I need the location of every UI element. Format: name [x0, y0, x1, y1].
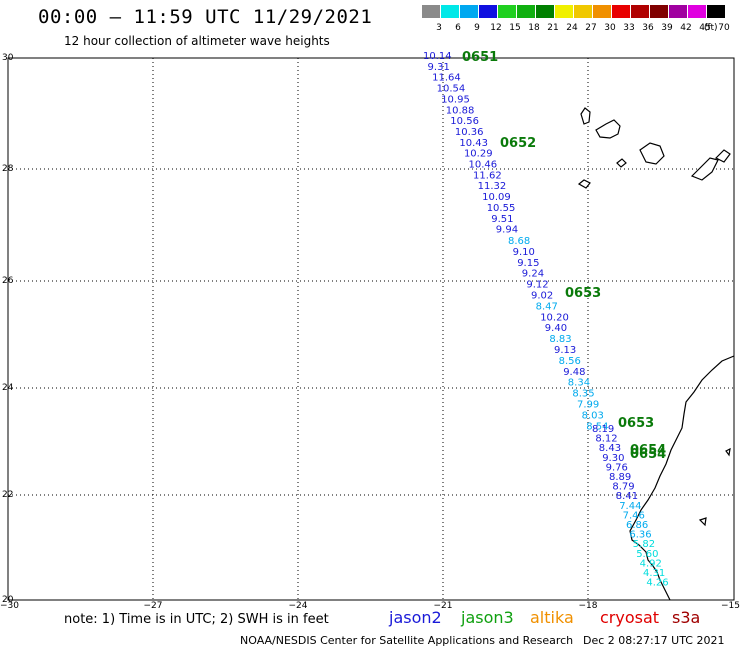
- wave-height-value: 7.99: [577, 400, 599, 411]
- wave-height-value: 11.64: [432, 73, 461, 84]
- wave-height-value: 11.62: [473, 170, 502, 181]
- wave-height-value: 10.29: [464, 149, 493, 160]
- wave-height-value: 10.55: [487, 203, 516, 214]
- wave-height-value: 9.94: [496, 225, 518, 236]
- credit-date: Dec 2 08:27:17 UTC 2021: [583, 634, 724, 647]
- wave-height-value: 9.02: [531, 291, 553, 302]
- canary-island-tenerife: [596, 120, 620, 138]
- longitude-label: −24: [278, 601, 318, 611]
- wave-height-value: 9.15: [517, 258, 539, 269]
- offshore-islet: [700, 518, 706, 525]
- credit-text: NOAA/NESDIS Center for Satellite Applica…: [240, 634, 573, 647]
- pass-time-label: 0653: [565, 286, 601, 301]
- wave-height-value: 10.14: [423, 51, 452, 62]
- wave-height-value: 9.31: [428, 62, 450, 73]
- canary-island-gran-canaria: [640, 143, 664, 164]
- wave-height-value: 10.56: [450, 116, 479, 127]
- wave-height-value: 10.88: [446, 105, 475, 116]
- pass-time-label: 0651: [462, 50, 498, 65]
- longitude-label: −30: [0, 601, 40, 611]
- wave-height-value: 8.68: [508, 236, 530, 247]
- satellite-name: jason2: [389, 608, 442, 627]
- longitude-label: −27: [133, 601, 173, 611]
- wave-height-value: 11.32: [478, 181, 507, 192]
- wave-height-value: 8.56: [559, 356, 581, 367]
- canary-island-la-palma: [581, 108, 590, 124]
- wave-height-value: 9.10: [513, 247, 535, 258]
- footer-note: note: 1) Time is in UTC; 2) SWH is in fe…: [64, 612, 329, 627]
- wave-height-value: 10.09: [482, 192, 511, 203]
- pass-time-label: 0652: [500, 136, 536, 151]
- wave-height-value: 10.95: [441, 94, 470, 105]
- latitude-label: 28: [2, 164, 13, 174]
- wave-height-value: 10.36: [455, 127, 484, 138]
- canary-island-fuerteventura: [692, 158, 718, 180]
- wave-height-value: 9.24: [522, 269, 544, 280]
- latitude-label: 26: [2, 276, 13, 286]
- satellite-name: s3a: [672, 608, 700, 627]
- wave-height-value: 10.20: [540, 312, 569, 323]
- latitude-label: 30: [2, 53, 13, 63]
- altimeter-track: 10.149.3111.6410.5410.9510.8810.5610.361…: [423, 50, 669, 589]
- satellite-name: cryosat: [600, 608, 659, 627]
- wave-height-value: 10.46: [469, 160, 498, 171]
- pass-time-label: 0653: [618, 416, 654, 431]
- pass-time-label: 0654: [630, 447, 666, 462]
- wave-height-value: 10.43: [459, 138, 488, 149]
- satellite-name: jason3: [461, 608, 514, 627]
- wave-height-value: 8.47: [536, 301, 558, 312]
- wave-height-value: 9.51: [491, 214, 513, 225]
- latitude-label: 22: [2, 490, 13, 500]
- offshore-rock: [726, 449, 730, 455]
- wave-height-value: 9.40: [545, 323, 567, 334]
- wave-height-value: 8.83: [549, 334, 571, 345]
- altimeter-map: 10.149.3111.6410.5410.9510.8810.5610.361…: [0, 0, 740, 650]
- wave-height-value: 9.13: [554, 345, 576, 356]
- wave-height-value: 8.34: [568, 378, 590, 389]
- wave-height-value: 10.54: [437, 84, 466, 95]
- wave-height-value: 8.35: [572, 389, 594, 400]
- satellite-name: altika: [530, 608, 574, 627]
- wave-height-value: 8.03: [582, 410, 604, 421]
- wave-height-value: 9.48: [563, 367, 585, 378]
- wave-height-value: 9.12: [526, 280, 548, 291]
- longitude-label: −15: [700, 601, 740, 611]
- latitude-label: 24: [2, 383, 13, 393]
- wave-height-value: 4.26: [646, 578, 668, 589]
- coastline: [579, 108, 734, 600]
- canary-island-gomera: [617, 159, 626, 167]
